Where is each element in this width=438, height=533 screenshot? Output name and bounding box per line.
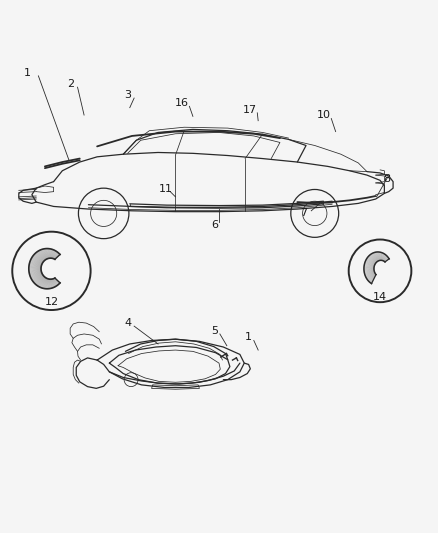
Text: 4: 4 (124, 318, 131, 328)
Text: 10: 10 (316, 110, 330, 120)
Text: 11: 11 (159, 184, 173, 194)
Text: 5: 5 (211, 326, 218, 336)
Text: 8: 8 (383, 174, 390, 184)
Text: 1: 1 (245, 332, 252, 342)
Text: 6: 6 (211, 220, 218, 230)
Text: 12: 12 (44, 297, 59, 307)
Text: 1: 1 (24, 68, 31, 78)
Text: 3: 3 (124, 91, 131, 100)
Text: 7: 7 (300, 208, 307, 218)
Text: 17: 17 (242, 105, 257, 115)
Text: 14: 14 (373, 292, 387, 302)
Text: 2: 2 (67, 79, 74, 88)
Text: 16: 16 (175, 98, 189, 108)
